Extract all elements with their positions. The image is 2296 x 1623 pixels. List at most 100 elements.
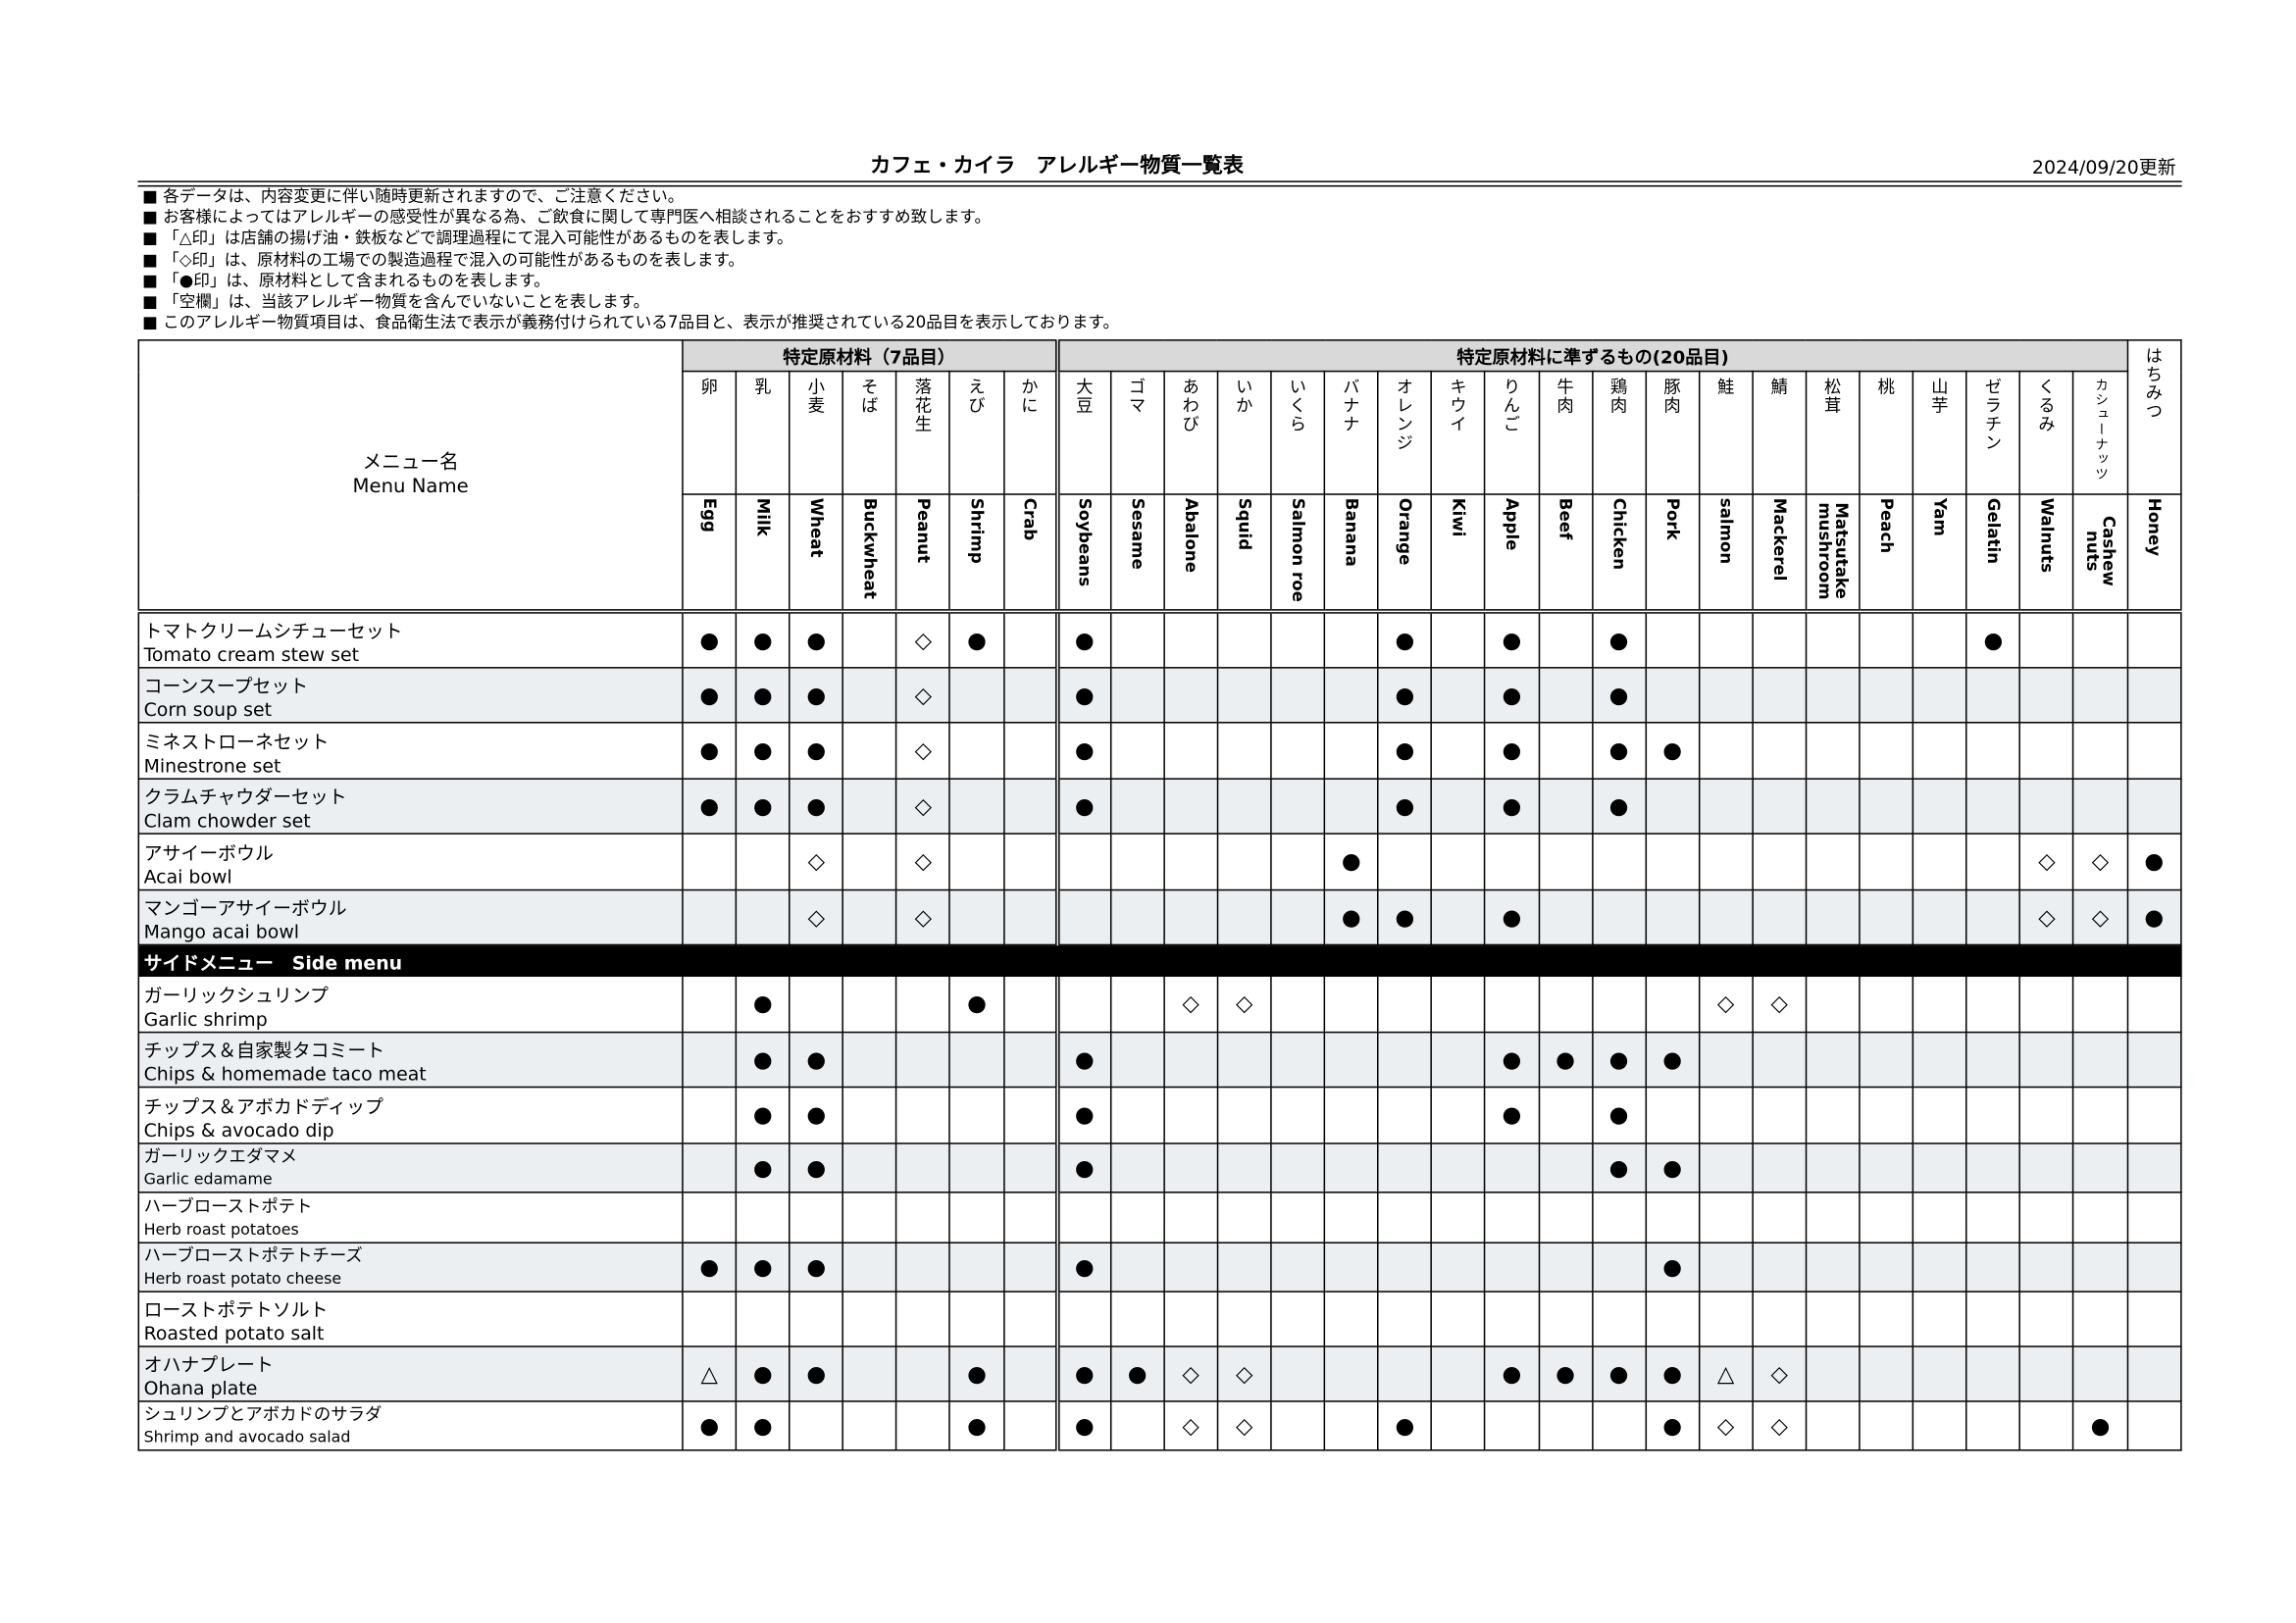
menu-item-name-ja: ローストポテトソルト [143,1297,329,1321]
empty-cell [1645,667,1701,724]
contains-dot-icon: ● [1054,1142,1112,1193]
menu-item-name: ハーブローストポテトチーズ Herb roast potato cheese [137,1242,684,1293]
empty-cell [895,1400,951,1451]
column-label-en: Peanut [913,497,934,564]
menu-item-name: ガーリックエダマメ Garlic edamame [137,1142,684,1193]
menu-item-name-ja: ミネストローネセット [143,731,330,753]
menu-item-name-ja: チップス＆アボカドディップ [143,1094,383,1118]
empty-cell [895,1192,951,1243]
column-label-ja: キウイ [1448,378,1469,434]
empty-cell [1270,888,1326,946]
menu-item-name: コーンスープセット Corn soup set [137,667,684,724]
column-label-en: Honey [2144,497,2165,557]
contains-dot-icon: ● [682,667,738,724]
empty-cell [1912,1291,1967,1347]
contains-dot-icon: ● [735,975,791,1034]
menu-item-name-ja: ハーブローストポテトチーズ [143,1244,363,1266]
group-header-mandatory: 特定原材料（7品目） [682,339,1058,373]
factory-risk-diamond-icon: ◇ [895,888,951,946]
empty-cell [1163,1242,1219,1293]
empty-cell [1698,1192,1754,1243]
column-header-en: Milk [735,493,791,614]
contains-dot-icon: ● [735,1242,791,1293]
empty-cell [1698,1086,1754,1144]
menu-item-name-en: Garlic shrimp [143,1007,268,1031]
empty-cell [1912,975,1967,1034]
column-header-en: Kiwi [1430,493,1486,614]
empty-cell [948,1086,1005,1144]
empty-cell [948,1142,1005,1193]
empty-cell [895,975,951,1034]
contains-dot-icon: ● [735,1400,791,1451]
empty-cell [1377,1086,1433,1144]
column-header-en: Wheat [789,493,844,614]
note: ■ 「△印」は店舗の揚げ油・鉄板などで調理過程にて混入可能性があるものを表します… [142,228,793,249]
empty-cell [1591,888,1647,946]
empty-cell [1216,1086,1272,1144]
empty-cell [1752,1291,1808,1347]
empty-cell [1698,833,1754,891]
empty-cell [1323,975,1379,1034]
empty-cell [1805,888,1861,946]
column-header-en: Walnuts [2018,493,2074,614]
empty-cell [2018,1400,2074,1451]
contains-dot-icon: ● [1377,1400,1433,1451]
empty-cell [1054,1291,1112,1347]
column-header-en: Salmon roe [1270,493,1326,614]
empty-cell [2125,778,2182,835]
empty-cell [1912,610,1967,669]
contains-dot-icon: ● [789,722,844,780]
empty-cell [1109,888,1165,946]
header-en-row: Egg Milk Wheat Buckwheat Peanut Shrimp Crab Soy… [138,493,2182,614]
menu-item-name-ja: アサイーボウル [143,841,274,865]
note: ■ 「●印」は、原材料として含まれるものを表します。 [142,271,550,290]
empty-cell [1216,1192,1272,1243]
empty-cell [1859,1086,1914,1144]
contains-dot-icon: ● [1591,1031,1647,1089]
empty-cell [1805,975,1861,1034]
empty-cell [1912,722,1967,780]
empty-cell [1377,1345,1433,1402]
note: ■ 各データは、内容変更に伴い随時更新されますので、ご注意ください。 [142,186,685,207]
column-header-en: Crab [1002,493,1058,614]
empty-cell [1270,610,1326,669]
empty-cell [1002,1400,1058,1451]
empty-cell [1163,610,1219,669]
column-label-en: Kiwi [1449,497,1468,537]
contains-dot-icon: ● [1109,1345,1165,1402]
empty-cell [1430,888,1486,946]
empty-cell [1323,1242,1379,1293]
column-header-ja: カシューナッツ [2072,370,2128,495]
empty-cell [1698,888,1754,946]
empty-cell [1537,1192,1594,1243]
empty-cell [842,1345,897,1402]
column-header-en: Chicken [1591,493,1647,614]
empty-cell [2018,778,2074,835]
column-header-en: Peach [1859,493,1914,614]
empty-cell [1109,1400,1165,1451]
empty-cell [1965,833,2021,891]
empty-cell [1323,667,1379,724]
empty-cell [1002,1086,1058,1144]
empty-cell [948,1031,1005,1089]
menu-item-name-ja: オハナプレート [143,1352,274,1376]
column-label-ja: えび [966,378,988,416]
column-label-en: Banana [1341,497,1361,567]
empty-cell [2072,975,2128,1034]
empty-cell [1912,1242,1967,1293]
empty-cell [842,1192,897,1243]
empty-cell [1270,1291,1326,1347]
contains-dot-icon: ● [1645,722,1701,780]
empty-cell [1752,833,1808,891]
menu-item-name: ミネストローネセット Minestrone set [137,722,684,780]
empty-cell [1752,888,1808,946]
empty-cell [1965,1192,2021,1243]
empty-cell [1752,1192,1808,1243]
empty-cell [1645,1086,1701,1144]
empty-cell [2072,778,2128,835]
empty-cell [1859,975,1914,1034]
column-header-ja: 松茸 [1805,370,1861,495]
empty-cell [895,1142,951,1193]
empty-cell [2125,1345,2182,1402]
empty-cell [1270,833,1326,891]
